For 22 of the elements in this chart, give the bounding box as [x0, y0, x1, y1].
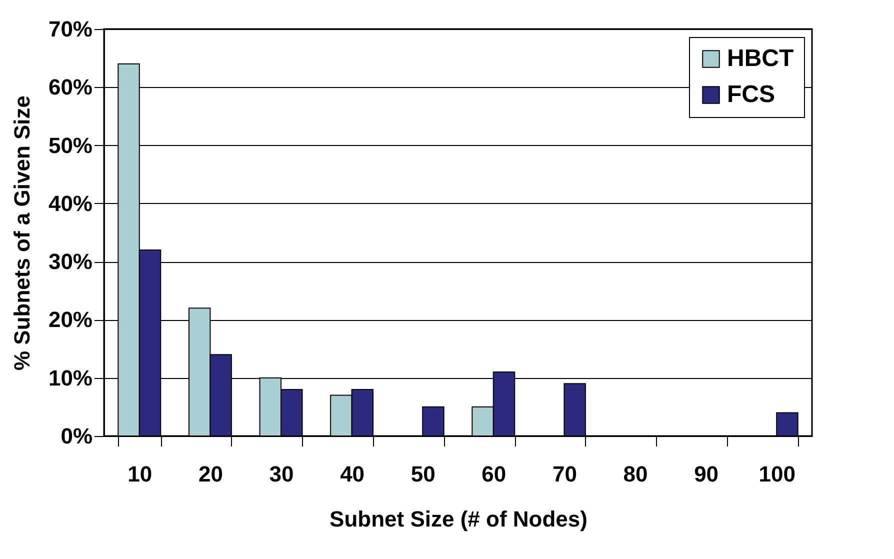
- legend-label: FCS: [727, 81, 775, 108]
- y-tick-label: 50%: [48, 132, 92, 158]
- x-tick-label: 20: [198, 462, 223, 486]
- y-tick-label: 60%: [48, 74, 92, 100]
- y-tick-label: 0%: [60, 424, 92, 448]
- y-tick-label: 40%: [48, 190, 92, 216]
- x-tick-label: 100: [758, 462, 796, 486]
- y-tick-label: 70%: [48, 16, 92, 42]
- legend-label: HBCT: [727, 45, 794, 72]
- y-axis-title: % Subnets of a Given Size: [9, 95, 34, 371]
- x-axis-title: Subnet Size (# of Nodes): [330, 506, 588, 532]
- x-tick-label: 80: [623, 462, 648, 486]
- y-tick-label: 30%: [48, 249, 92, 274]
- x-tick-label: 70: [552, 462, 577, 486]
- x-tick-label: 90: [694, 462, 719, 486]
- y-tick-label: 20%: [48, 307, 92, 332]
- x-tick-label: 60: [482, 462, 506, 486]
- x-tick-label: 10: [128, 462, 152, 486]
- x-tick-label: 50: [410, 462, 436, 486]
- y-tick-label: 10%: [48, 365, 92, 390]
- x-tick-label: 30: [269, 462, 294, 486]
- x-tick-label: 40: [340, 462, 365, 486]
